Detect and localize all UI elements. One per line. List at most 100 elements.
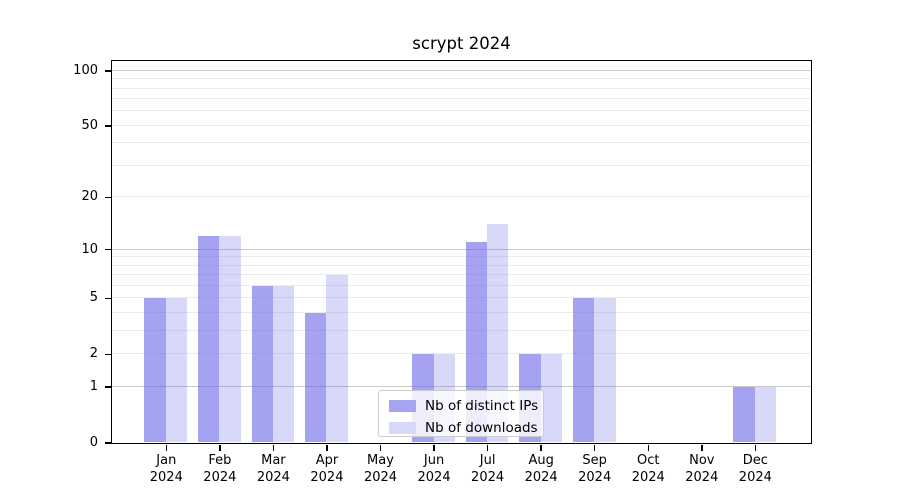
x-tick-year: 2024 <box>417 469 451 485</box>
gridline-major <box>111 69 811 71</box>
bar-downloads-jan <box>165 297 188 443</box>
y-tick-label: 1 <box>89 379 98 395</box>
x-tick-month: Mar <box>261 453 286 468</box>
gridline-minor <box>111 285 811 287</box>
bar-downloads-jul <box>487 224 509 443</box>
x-tick-month: Dec <box>742 453 768 468</box>
bar-distinct-ips-apr <box>305 312 327 443</box>
y-tick-label: 10 <box>81 241 98 257</box>
x-tick-label-may: May 2024 <box>349 453 413 486</box>
x-tick-label-oct: Oct 2024 <box>616 453 680 486</box>
x-tick-year: 2024 <box>524 469 558 485</box>
x-tick-label-apr: Apr 2024 <box>295 453 359 486</box>
x-tick-month: Nov <box>689 453 715 468</box>
x-tick-year: 2024 <box>310 469 344 485</box>
x-tick-label-nov: Nov 2024 <box>670 453 734 486</box>
x-axis-tick <box>379 444 382 451</box>
x-tick-label-mar: Mar 2024 <box>241 453 305 486</box>
x-tick-year: 2024 <box>685 469 719 485</box>
gridline-minor <box>111 142 811 144</box>
gridline-minor <box>111 256 811 258</box>
x-tick-month: Jun <box>423 453 445 468</box>
x-tick-label-dec: Dec 2024 <box>723 453 787 486</box>
bar-downloads-aug <box>540 353 563 443</box>
gridline-minor <box>111 196 811 198</box>
x-tick-year: 2024 <box>471 469 505 485</box>
x-axis-tick <box>593 444 596 451</box>
x-axis-tick <box>326 444 328 451</box>
legend-label-downloads: Nb of downloads <box>425 419 538 436</box>
bar-distinct-ips-mar <box>251 285 273 443</box>
gridline-minor <box>111 124 811 126</box>
x-tick-month: Jul <box>479 453 496 468</box>
bar-downloads-apr <box>326 274 348 443</box>
legend-item-downloads: Nb of downloads <box>379 418 543 437</box>
x-axis-tick <box>433 444 435 451</box>
bar-downloads-feb <box>219 235 241 443</box>
x-tick-label-aug: Aug 2024 <box>509 453 573 486</box>
x-axis-tick <box>647 444 649 451</box>
gridline-minor <box>111 353 811 355</box>
x-tick-month: Sep <box>582 453 607 468</box>
x-tick-label-feb: Feb 2024 <box>188 453 252 486</box>
gridline-minor <box>111 330 811 332</box>
gridline-major <box>111 248 811 250</box>
x-tick-year: 2024 <box>578 469 612 485</box>
y-axis-tick <box>104 353 111 356</box>
x-axis-tick <box>272 444 275 451</box>
y-tick-label: 5 <box>89 290 98 306</box>
x-tick-year: 2024 <box>363 469 398 485</box>
y-tick-label: 50 <box>81 117 98 133</box>
bar-distinct-ips-feb <box>197 235 220 443</box>
y-axis-tick <box>104 386 111 388</box>
bar-distinct-ips-dec <box>733 386 755 443</box>
gridline-minor <box>111 274 811 276</box>
legend-swatch-downloads-icon <box>389 421 416 434</box>
x-axis-tick <box>486 444 489 451</box>
gridline-minor <box>111 110 811 112</box>
x-tick-year: 2024 <box>256 469 290 485</box>
x-tick-month: Oct <box>637 453 660 468</box>
bar-downloads-mar <box>272 285 295 443</box>
x-tick-label-sep: Sep 2024 <box>563 453 627 486</box>
legend: Nb of distinct IPs Nb of downloads <box>378 390 544 437</box>
x-tick-month: Feb <box>208 453 232 468</box>
legend-swatch-distinct-ips-icon <box>389 399 416 412</box>
gridline-minor <box>111 312 811 314</box>
y-axis-tick <box>104 442 111 444</box>
x-tick-label-jan: Jan 2024 <box>134 453 198 486</box>
x-axis-tick <box>754 444 757 451</box>
x-tick-year: 2024 <box>203 469 237 485</box>
y-tick-label: 0 <box>89 435 98 450</box>
gridline-minor <box>111 87 811 89</box>
gridline-major <box>111 386 811 388</box>
legend-item-distinct-ips: Nb of distinct IPs <box>379 396 543 415</box>
bar-distinct-ips-sep <box>572 297 595 443</box>
plot-area <box>110 59 812 444</box>
gridline-minor <box>111 264 811 266</box>
gridline-minor <box>111 78 811 80</box>
y-tick-label: 100 <box>73 62 98 78</box>
gridline-minor <box>111 297 811 299</box>
y-tick-label: 20 <box>81 189 98 205</box>
x-axis-tick <box>165 444 168 451</box>
x-tick-month: May <box>367 453 394 468</box>
gridline-minor <box>111 165 811 167</box>
x-tick-month: Aug <box>528 453 554 468</box>
y-axis-tick <box>104 196 111 199</box>
y-tick-label: 2 <box>89 346 98 362</box>
x-tick-label-jul: Jul 2024 <box>456 453 520 486</box>
x-tick-label-jun: Jun 2024 <box>402 453 466 486</box>
chart-title: scrypt 2024 <box>412 34 511 53</box>
legend-label-distinct-ips: Nb of distinct IPs <box>425 397 539 414</box>
x-tick-month: Jan <box>156 453 177 468</box>
y-axis-tick <box>104 248 111 251</box>
x-axis-tick <box>219 444 221 451</box>
x-axis-tick <box>701 444 703 451</box>
x-axis-tick <box>540 444 542 451</box>
bar-distinct-ips-jan <box>144 297 166 443</box>
y-axis-tick <box>104 125 111 127</box>
x-tick-year: 2024 <box>738 469 772 485</box>
x-tick-year: 2024 <box>631 469 665 485</box>
